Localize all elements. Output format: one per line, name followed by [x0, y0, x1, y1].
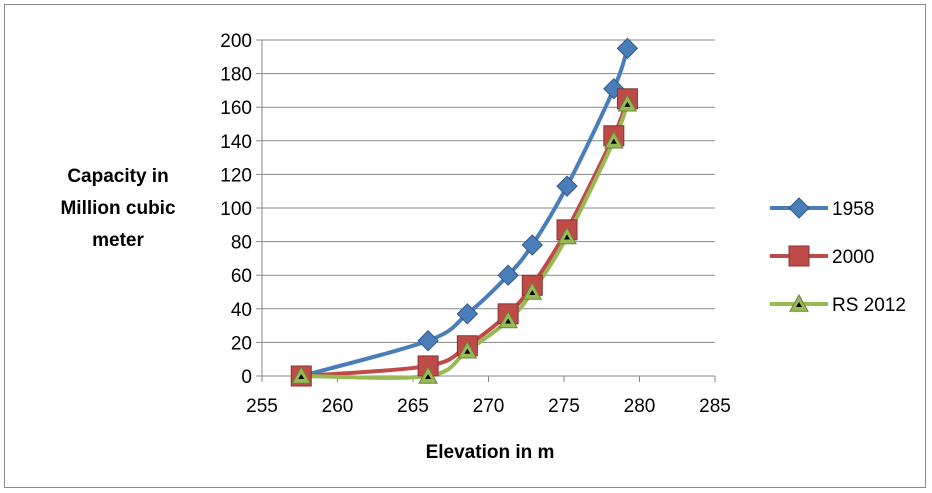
y-tick-label: 160 [220, 98, 252, 119]
chart-frame [4, 4, 926, 488]
series-markers [290, 37, 639, 387]
x-tick-label: 265 [397, 396, 429, 417]
legend-label: 2000 [832, 247, 874, 268]
data-point-1958 [456, 303, 479, 325]
data-point-rs-2012-center [624, 101, 631, 107]
series-lines [299, 46, 630, 380]
legend-item-1958: 1958 [770, 197, 874, 220]
x-axis-title: Elevation in m [426, 442, 555, 463]
data-point-rs-2012-center [505, 318, 512, 324]
legend-marker-center [796, 302, 802, 307]
y-tick-label: 60 [231, 266, 252, 287]
data-point-rs-2012-center [529, 290, 536, 295]
y-tick-label: 40 [231, 300, 252, 321]
data-point-1958 [556, 175, 578, 197]
data-point-1958 [497, 264, 519, 286]
x-tick-labels: 255 260 265 270 275 280 285 [246, 396, 731, 417]
y-tick-label: 200 [220, 31, 252, 52]
y-axis-title-line: Capacity in [67, 166, 168, 187]
x-tick-label: 260 [322, 396, 354, 417]
data-point-1958 [417, 330, 439, 352]
data-point-1958 [521, 234, 543, 256]
legend-item-rs-2012: RS 2012 [770, 293, 906, 316]
legend-label: 1958 [832, 199, 874, 220]
y-axis-title: Capacity in Million cubic meter [60, 166, 175, 251]
x-tick-label: 275 [548, 396, 580, 417]
x-tick-label: 280 [624, 396, 656, 417]
data-point-rs-2012-center [464, 348, 471, 354]
y-tick-labels: 0 20 40 60 80 100 120 140 160 180 200 [220, 31, 252, 388]
legend-marker [788, 245, 810, 267]
y-tick-label: 180 [220, 65, 252, 86]
legend-marker [788, 197, 810, 219]
x-tick-label: 270 [473, 396, 505, 417]
y-tick-label: 100 [220, 199, 252, 220]
legend-label: RS 2012 [832, 295, 906, 316]
data-point-rs-2012-center [610, 138, 617, 144]
y-tick-label: 0 [241, 367, 252, 388]
data-point-rs-2012-center [425, 374, 432, 379]
y-tick-label: 120 [220, 165, 252, 186]
data-point-rs-2012-center [298, 374, 305, 379]
y-tick-label: 140 [220, 132, 252, 153]
data-point-1958 [616, 37, 639, 60]
y-tick-label: 20 [231, 333, 252, 354]
x-tick-label: 255 [246, 396, 278, 417]
legend: 1958 2000 RS 2012 [770, 197, 906, 316]
y-axis-title-line: Million cubic [60, 198, 175, 219]
y-axis-title-line: meter [92, 230, 144, 251]
gridlines [262, 39, 715, 343]
x-tick-label: 285 [699, 396, 731, 417]
y-tick-label: 80 [231, 233, 252, 254]
legend-item-2000: 2000 [770, 245, 874, 268]
data-point-rs-2012-center [564, 234, 571, 240]
